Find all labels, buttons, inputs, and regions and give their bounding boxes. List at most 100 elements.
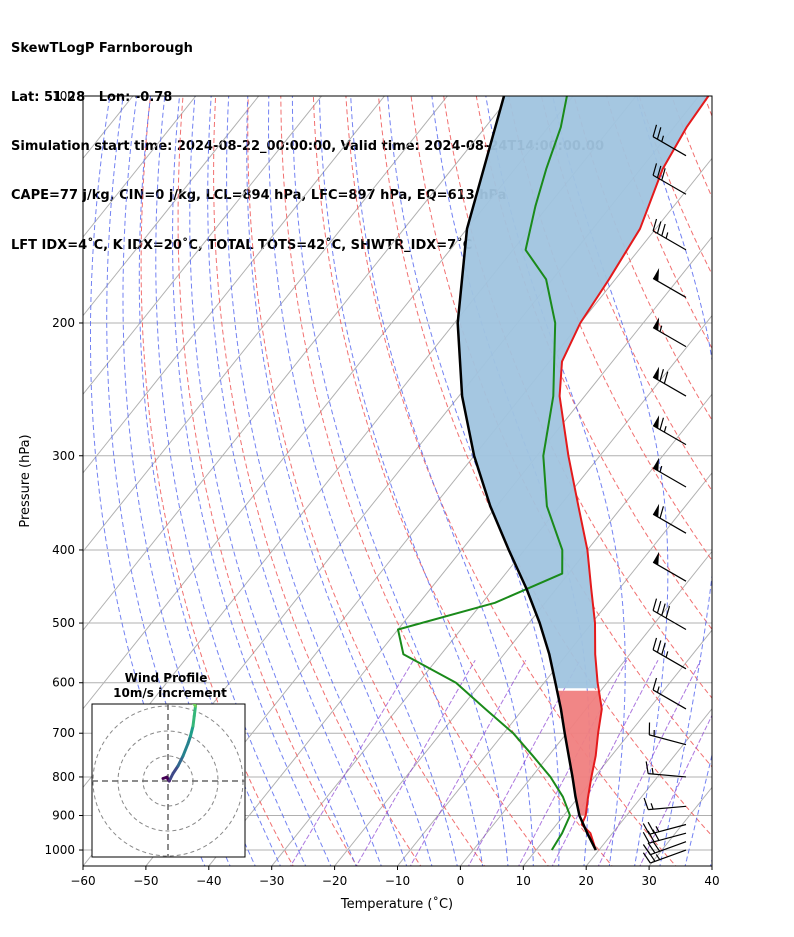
wind-barb [652, 268, 687, 298]
y-tick-label: 700 [52, 726, 75, 740]
barb-full [652, 163, 658, 176]
inset-subtitle: 10m/s increment [113, 686, 227, 700]
moist-adiabat [291, 96, 484, 866]
hodograph-segment [186, 701, 194, 702]
moist-adiabat [709, 858, 712, 866]
hodograph-segment [191, 714, 196, 728]
barb-shaft [652, 649, 687, 670]
hodograph-segment [189, 724, 195, 738]
x-tick-label: −60 [70, 874, 95, 888]
wind-barb [642, 829, 687, 844]
chart-title: SkewTLogP Farnborough [11, 40, 193, 56]
hodograph-segment [171, 764, 180, 775]
mixing-ratio-line [467, 659, 581, 866]
dry-adiabat [312, 96, 613, 866]
wind-barb [652, 163, 687, 195]
barb-half [665, 232, 669, 239]
barb-full [656, 221, 662, 234]
isotherm-line [83, 96, 385, 474]
wind-barbs [642, 124, 687, 864]
dry-adiabat [177, 96, 358, 866]
dry-adiabat [247, 96, 486, 866]
barb-shaft [652, 230, 687, 251]
isotherm-line [585, 707, 712, 866]
barb-shaft [652, 561, 687, 582]
wind-barb [645, 761, 687, 778]
barb-full [642, 831, 650, 844]
isotherm-line [334, 393, 712, 866]
x-tick-label: −10 [385, 874, 410, 888]
barb-shaft [650, 841, 687, 856]
barb-full [652, 637, 658, 650]
moist-adiabat [207, 96, 382, 866]
wind-barb [652, 415, 687, 446]
barb-shaft [649, 734, 687, 746]
barb-full [656, 127, 662, 140]
dry-adiabat [762, 79, 794, 869]
hodograph-segment [181, 742, 190, 758]
barb-flag [653, 415, 660, 429]
barb-shaft [648, 805, 687, 811]
isotherm-line [648, 786, 712, 866]
y-tick-label: 100 [52, 89, 75, 103]
barb-shaft [652, 467, 687, 488]
x-tick-label: 20 [579, 874, 594, 888]
dry-adiabat [213, 96, 422, 866]
isotherm-line [83, 96, 260, 317]
moist-adiabat [226, 96, 408, 866]
barb-full [652, 218, 658, 232]
barb-full [643, 797, 649, 810]
y-tick-label: 300 [52, 449, 75, 463]
dry-adiabat [475, 96, 712, 631]
barb-flag [653, 551, 660, 566]
dry-adiabat [638, 96, 712, 276]
wind-barb [642, 849, 687, 864]
x-tick-label: −50 [133, 874, 158, 888]
y-tick-label: 800 [52, 770, 75, 784]
x-tick-label: 10 [516, 874, 531, 888]
x-tick-label: 30 [641, 874, 656, 888]
moist-adiabat [138, 96, 281, 866]
isotherm-line [460, 550, 712, 866]
barb-full [659, 417, 664, 430]
barb-full [652, 829, 660, 841]
wind-barb [652, 677, 687, 710]
moist-adiabat [189, 96, 357, 866]
x-tick-label: 40 [704, 874, 719, 888]
moist-adiabat [552, 96, 669, 866]
barb-full [659, 368, 664, 382]
parcel-line [456, 96, 597, 851]
barb-full [647, 830, 655, 843]
wind-barb [652, 637, 687, 670]
cape-cin-fill [457, 96, 709, 816]
barb-full [663, 371, 669, 384]
y-tick-label: 400 [52, 543, 75, 557]
barb-shaft [652, 610, 687, 631]
dry-adiabat [573, 96, 712, 422]
wind-barb [652, 218, 687, 251]
dry-adiabat [703, 96, 712, 118]
barb-shaft [652, 327, 687, 348]
barb-half [651, 767, 654, 775]
mixing-ratio-line [290, 659, 414, 866]
dry-adiabat [730, 79, 794, 869]
axes: −60 −50 −40 −30 −20 −10 0 10 20 30 40 100 200 300 400 5… [44, 89, 719, 888]
wind-barb [652, 503, 687, 534]
barb-flag [653, 503, 660, 518]
isotherm-line [83, 96, 448, 553]
barb-full [665, 605, 671, 619]
barb-half [655, 854, 661, 860]
isotherm-line [711, 865, 712, 866]
wind-profile-inset: Wind Profile 10m/s increment [91, 671, 246, 858]
moist-adiabat [684, 753, 712, 866]
barb-flag [653, 457, 660, 471]
barb-half [650, 803, 654, 810]
barb-full [661, 168, 666, 181]
barb-shaft [652, 136, 687, 157]
wind-barb [652, 124, 687, 157]
x-tick-label: 0 [457, 874, 465, 888]
y-axis-label: Pressure (hPa) [18, 434, 33, 527]
barb-half [659, 465, 663, 473]
moist-adiabat [318, 96, 509, 866]
